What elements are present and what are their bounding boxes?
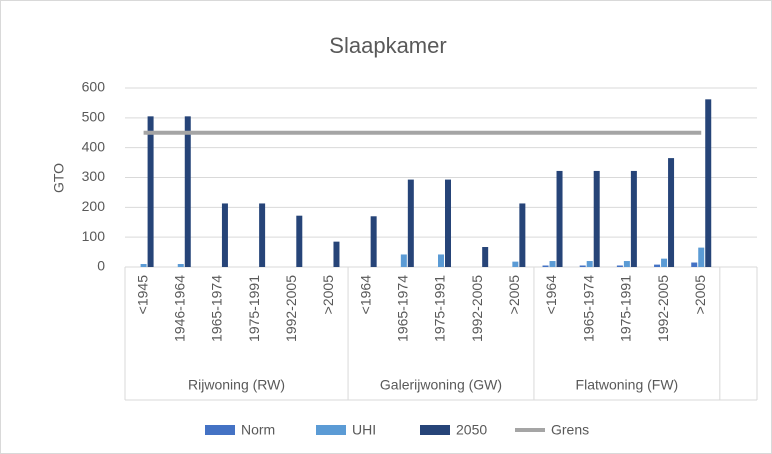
x-tick-label: 1946-1964	[171, 275, 187, 342]
x-tick-label: 1992-2005	[283, 275, 299, 342]
x-tick-label: 1975-1991	[432, 275, 448, 342]
x-tick-label: 1975-1991	[618, 275, 634, 342]
bar	[616, 265, 623, 267]
bar	[184, 116, 191, 267]
y-tick-label: 500	[82, 109, 106, 125]
x-tick-label: 1965-1974	[209, 275, 225, 342]
bar	[668, 158, 675, 267]
x-tick-label: 1992-2005	[469, 275, 485, 342]
bar	[407, 179, 414, 267]
bar	[438, 254, 444, 267]
x-tick-label: >2005	[320, 275, 336, 315]
x-tick-label: >2005	[506, 275, 522, 315]
bar	[705, 99, 712, 267]
bar	[586, 261, 593, 267]
bar	[556, 170, 563, 267]
legend-swatch	[316, 425, 346, 435]
x-tick-label: <1945	[134, 275, 150, 315]
y-tick-label: 400	[82, 138, 106, 154]
legend-label: Norm	[241, 422, 275, 438]
bar	[296, 215, 303, 267]
x-tick-label: 1965-1974	[395, 275, 411, 342]
bar	[519, 203, 526, 267]
bar	[661, 258, 668, 267]
x-tick-label: <1964	[357, 275, 373, 315]
bar	[140, 264, 147, 267]
x-tick-label: <1964	[543, 275, 559, 315]
y-tick-label: 100	[82, 228, 106, 244]
bar	[400, 254, 407, 267]
bar	[370, 216, 377, 267]
bar	[623, 261, 630, 267]
x-tick-label: 1992-2005	[655, 275, 671, 342]
bar	[654, 264, 661, 267]
bar	[259, 203, 266, 267]
bar	[630, 170, 637, 267]
bar	[542, 265, 549, 267]
y-tick-label: 600	[82, 79, 106, 95]
legend-label: Grens	[551, 422, 589, 438]
group-label: Flatwoning (FW)	[576, 377, 679, 393]
bar	[549, 261, 556, 267]
y-tick-label: 300	[82, 168, 106, 184]
bar	[512, 261, 519, 267]
chart-title: Slaapkamer	[329, 33, 446, 58]
y-axis-label: GTO	[51, 163, 67, 193]
legend-label: UHI	[352, 422, 376, 438]
bar	[177, 264, 184, 267]
y-tick-label: 0	[97, 258, 105, 274]
y-tick-label: 200	[82, 198, 106, 214]
legend-label: 2050	[456, 422, 487, 438]
bar	[445, 179, 451, 267]
bar	[691, 262, 698, 267]
group-label: Rijwoning (RW)	[188, 377, 285, 393]
bar	[593, 170, 600, 267]
x-tick-label: 1975-1991	[246, 275, 262, 342]
group-label: Galerijwoning (GW)	[380, 377, 502, 393]
bar	[698, 247, 705, 267]
bar	[147, 116, 154, 267]
x-tick-label: >2005	[692, 275, 708, 315]
bar	[221, 203, 228, 267]
bar	[579, 265, 586, 267]
bar	[333, 241, 340, 267]
bar	[482, 247, 489, 267]
x-tick-label: 1965-1974	[580, 275, 596, 342]
legend-swatch	[420, 425, 450, 435]
legend-swatch	[205, 425, 235, 435]
